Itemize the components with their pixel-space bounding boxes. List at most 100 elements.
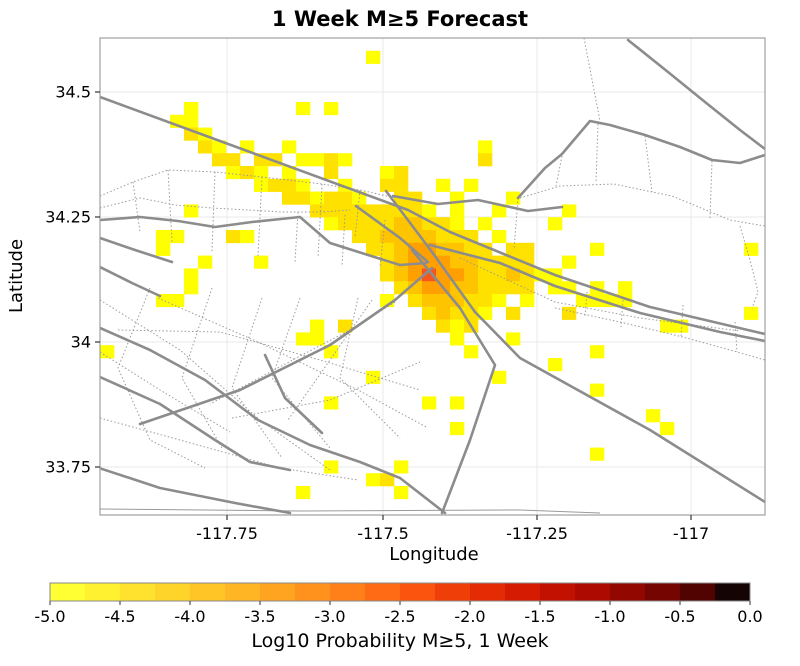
heat-cell: [338, 319, 353, 333]
fault-line-minor: [167, 169, 173, 243]
heat-cell: [436, 294, 451, 308]
heat-cell: [324, 345, 339, 359]
chart-title: 1 Week M≥5 Forecast: [272, 7, 528, 31]
heat-cell: [394, 486, 409, 500]
heat-cell: [254, 255, 269, 269]
fault-line-minor: [157, 297, 429, 429]
heat-cell: [450, 204, 465, 218]
heat-cell: [422, 306, 437, 320]
heat-cell: [156, 242, 171, 256]
heat-cell: [394, 242, 409, 256]
fault-line-minor: [513, 197, 519, 251]
heat-cell: [464, 268, 479, 282]
heat-cell: [408, 294, 423, 308]
heat-cell: [366, 50, 381, 64]
heat-cell: [562, 306, 577, 320]
colorbar-tick-label: -2.0: [454, 607, 485, 626]
fault-line-major: [100, 236, 174, 264]
colorbar: -5.0 -4.5 -4.0 -3.5 -3.0 -2.5 -2.0 -1.5 -1.0 -0.5…: [34, 582, 763, 626]
colorbar-segment: [295, 583, 331, 601]
fault-line-minor: [709, 160, 713, 219]
major-fault-lines: [100, 38, 765, 515]
plot-border: [99, 37, 766, 516]
heat-cell: [436, 230, 451, 244]
heat-cell: [100, 345, 115, 359]
heat-cell: [450, 294, 465, 308]
fault-line-minor: [554, 307, 765, 361]
heat-cell: [394, 166, 409, 180]
heat-cell: [380, 204, 395, 218]
heat-cell: [492, 268, 507, 282]
colorbar-tick-label: -2.5: [384, 607, 415, 626]
heat-cell: [296, 332, 311, 346]
fault-line-minor: [341, 214, 346, 267]
fault-line-major: [354, 204, 430, 264]
heat-cell: [492, 281, 507, 295]
fault-line-minor: [117, 287, 206, 469]
heat-cell: [184, 114, 199, 128]
heat-cell: [352, 204, 367, 218]
colorbar-segment: [470, 583, 506, 601]
heat-cell: [506, 242, 521, 256]
heat-cell: [450, 319, 465, 333]
fault-line-minor: [555, 155, 563, 187]
heat-cell: [422, 294, 437, 308]
axis-ticks: -117.75 -117.5 -117.25 -117 34.5 34.25 34 33.75: [45, 83, 709, 544]
fault-line-minor: [231, 361, 421, 419]
heat-cell: [324, 102, 339, 116]
heat-cell: [352, 217, 367, 231]
y-tick-label: 34.25: [45, 208, 91, 227]
heat-cell: [156, 230, 171, 244]
heat-cell: [618, 281, 633, 295]
heat-cell: [240, 230, 255, 244]
colorbar-segment: [645, 583, 681, 601]
heat-cell: [450, 332, 465, 346]
heat-cell: [492, 370, 507, 384]
heat-cell: [450, 268, 465, 282]
heat-cell: [366, 242, 381, 256]
colorbar-segment: [435, 583, 471, 601]
heat-cell: [492, 230, 507, 244]
colorbar-segment: [575, 583, 611, 601]
heat-cell: [744, 242, 759, 256]
heat-cell: [282, 191, 297, 205]
heat-cell: [506, 281, 521, 295]
fault-line-major: [410, 248, 497, 515]
y-tick-label: 33.75: [45, 458, 91, 477]
colorbar-segment: [50, 583, 86, 601]
fault-line-major: [626, 38, 765, 151]
heat-cell: [548, 217, 563, 231]
x-tick-label: -117.75: [196, 524, 258, 543]
heat-cell: [310, 332, 325, 346]
colorbar-segment: [505, 583, 541, 601]
heat-cell: [422, 268, 437, 282]
fault-line-minor: [132, 181, 141, 233]
fault-line-major: [100, 375, 292, 472]
heat-cell: [464, 345, 479, 359]
fault-line-major: [100, 95, 765, 336]
colorbar-segment: [540, 583, 576, 601]
heat-cell: [282, 166, 297, 180]
heat-cell: [212, 153, 227, 167]
heat-cell: [324, 460, 339, 474]
probability-heatmap-cells: [100, 50, 759, 500]
heat-cell: [394, 217, 409, 231]
fault-line-minor: [100, 508, 601, 514]
heat-cell: [478, 140, 493, 154]
x-tick-label: -117.5: [357, 524, 409, 543]
colorbar-tick-label: -1.0: [594, 607, 625, 626]
heat-cell: [646, 409, 661, 423]
heat-cell: [380, 178, 395, 192]
heat-cell: [184, 281, 199, 295]
heat-cell: [380, 242, 395, 256]
heat-cell: [422, 396, 437, 410]
fault-line-minor: [595, 123, 599, 183]
heat-cell: [324, 153, 339, 167]
heat-cell: [464, 255, 479, 269]
heat-cell: [450, 217, 465, 231]
colorbar-segment: [85, 583, 121, 601]
heat-cell: [324, 217, 339, 231]
heat-cell: [590, 383, 605, 397]
heat-cell: [422, 204, 437, 218]
y-tick-label: 34: [71, 333, 91, 352]
